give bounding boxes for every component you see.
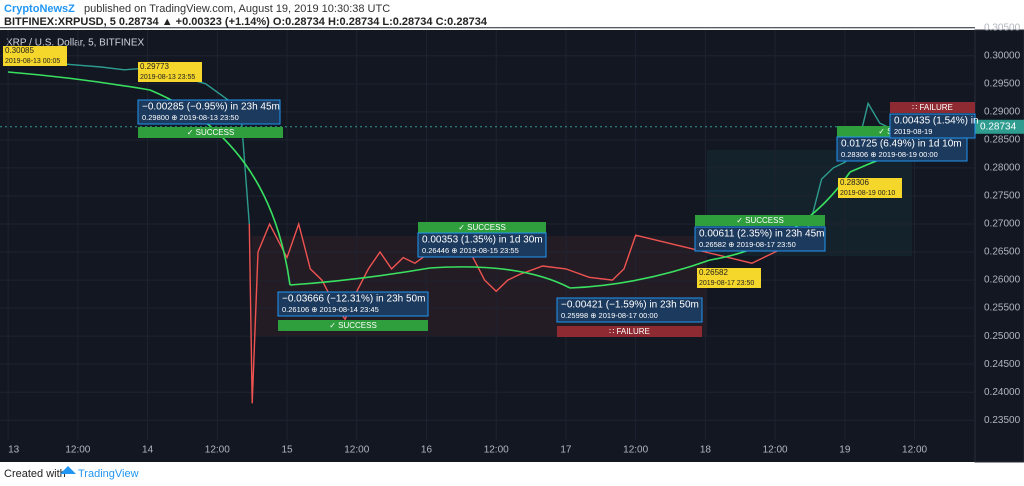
projection-detail: 0.26582 ⊕ 2019-08-17 23:50 xyxy=(699,240,796,249)
price-label-date: 2019-08-13 23:55 xyxy=(140,74,195,81)
projection-box xyxy=(889,113,976,139)
price-label-box xyxy=(3,46,67,66)
x-tick-label: 12:00 xyxy=(623,445,648,456)
x-tick-label: 12:00 xyxy=(484,445,509,456)
y-tick-label: 0.26500 xyxy=(984,247,1021,258)
x-tick-label: 19 xyxy=(839,445,851,456)
y-tick-label: 0.25000 xyxy=(984,331,1021,342)
y-tick-label: 0.30500 xyxy=(984,22,1021,33)
price-label: 0.26582 xyxy=(699,268,728,277)
last-price-box xyxy=(975,119,1024,134)
x-tick-label: 12:00 xyxy=(205,445,230,456)
badge xyxy=(418,222,546,233)
projection-arrow xyxy=(569,259,711,289)
projection-box xyxy=(277,291,429,317)
publisher: CryptoNewsZ xyxy=(4,3,75,15)
projection-text: 0.01725 (6.49%) in 1d 10m xyxy=(841,139,962,150)
badge-label: ✓ SUCCESS xyxy=(736,216,784,225)
x-tick-label: 15 xyxy=(281,445,293,456)
y-tick-label: 0.27000 xyxy=(984,219,1021,230)
badge-label: ✓ SUCCESS xyxy=(458,223,506,232)
x-tick-label: 13 xyxy=(8,445,20,456)
projection-detail: 0.25998 ⊕ 2019-08-17 00:00 xyxy=(561,311,658,320)
badge-label: ✓ SUCCESS xyxy=(187,128,235,137)
y-tick-label: 0.23500 xyxy=(984,415,1021,426)
projection-arrow xyxy=(429,266,571,289)
brand-logo xyxy=(60,466,76,474)
badge-label: ∷ FAILURE xyxy=(609,327,650,336)
price-label-box xyxy=(838,178,902,198)
projection-detail: 0.26106 ⊕ 2019-08-14 23:45 xyxy=(282,305,379,314)
badge xyxy=(278,320,428,331)
badge-label: ∷ FAILURE xyxy=(912,103,953,112)
y-tick-label: 0.29000 xyxy=(984,107,1021,118)
projection-text: 0.00353 (1.35%) in 1d 30m xyxy=(422,235,543,246)
price-label-date: 2019-08-17 23:50 xyxy=(699,280,754,287)
y-tick-label: 0.28000 xyxy=(984,163,1021,174)
price-label-box xyxy=(138,62,202,82)
projection-box xyxy=(836,136,968,162)
x-tick-label: 12:00 xyxy=(902,445,927,456)
price-scale xyxy=(974,29,1024,463)
x-tick-label: 12:00 xyxy=(65,445,90,456)
price-label: 0.29773 xyxy=(140,62,169,71)
y-tick-label: 0.24000 xyxy=(984,387,1021,398)
last-price-label: 0.28734 xyxy=(980,121,1017,132)
projection-box xyxy=(694,226,826,252)
x-tick-label: 14 xyxy=(142,445,154,456)
price-label-date: 2019-08-13 00:05 xyxy=(5,58,60,65)
projection-box xyxy=(137,99,281,125)
badge xyxy=(138,127,283,138)
projection-box xyxy=(556,297,703,323)
projection-text: 0.00435 (1.54%) in xyxy=(894,116,979,127)
y-tick-label: 0.24500 xyxy=(984,359,1021,370)
price-label: 0.28306 xyxy=(840,178,869,187)
badge xyxy=(557,326,702,337)
badge xyxy=(890,102,975,113)
x-tick-label: 12:00 xyxy=(763,445,788,456)
projection-text: −0.00421 (−1.59%) in 23h 50m xyxy=(561,300,699,311)
footer-text: Created with xyxy=(4,468,66,480)
price-label: 0.30085 xyxy=(5,46,34,55)
price-label-box xyxy=(697,268,761,288)
badge-label: ✓ SUCCESS xyxy=(329,321,377,330)
y-tick-label: 0.28500 xyxy=(984,135,1021,146)
projection-arrow xyxy=(289,267,431,286)
chart-title: XRP / U.S. Dollar, 5, BITFINEX xyxy=(6,38,145,49)
price-label-date: 2019-08-19 00:10 xyxy=(840,190,895,197)
projection-detail: 2019-08-19 xyxy=(894,127,932,136)
y-tick-label: 0.29500 xyxy=(984,78,1021,89)
y-tick-label: 0.25500 xyxy=(984,303,1021,314)
projection-text: 0.00611 (2.35%) in 23h 45m xyxy=(699,229,824,240)
x-tick-label: 12:00 xyxy=(344,445,369,456)
projection-detail: 0.26446 ⊕ 2019-08-15 23:55 xyxy=(422,246,519,255)
projection-text: −0.00285 (−0.95%) in 23h 45m xyxy=(142,102,280,113)
projection-box xyxy=(417,232,547,258)
y-tick-label: 0.27500 xyxy=(984,191,1021,202)
brand: TradingView xyxy=(78,468,139,480)
x-tick-label: 17 xyxy=(560,445,572,456)
y-tick-label: 0.30000 xyxy=(984,50,1021,61)
projection-arrow xyxy=(7,71,151,91)
y-tick-label: 0.26000 xyxy=(984,275,1021,286)
published: published on TradingView.com, August 19,… xyxy=(84,3,390,15)
projection-detail: 0.28306 ⊕ 2019-08-19 00:00 xyxy=(841,150,938,159)
projection-detail: 0.29800 ⊕ 2019-08-13 23:50 xyxy=(142,113,239,122)
badge xyxy=(695,215,825,226)
quote: BITFINEX:XRPUSD, 5 0.28734 ▲ +0.00323 (+… xyxy=(4,16,488,28)
x-tick-label: 16 xyxy=(421,445,433,456)
projection-text: −0.03666 (−12.31%) in 23h 50m xyxy=(282,294,425,305)
x-tick-label: 18 xyxy=(700,445,712,456)
